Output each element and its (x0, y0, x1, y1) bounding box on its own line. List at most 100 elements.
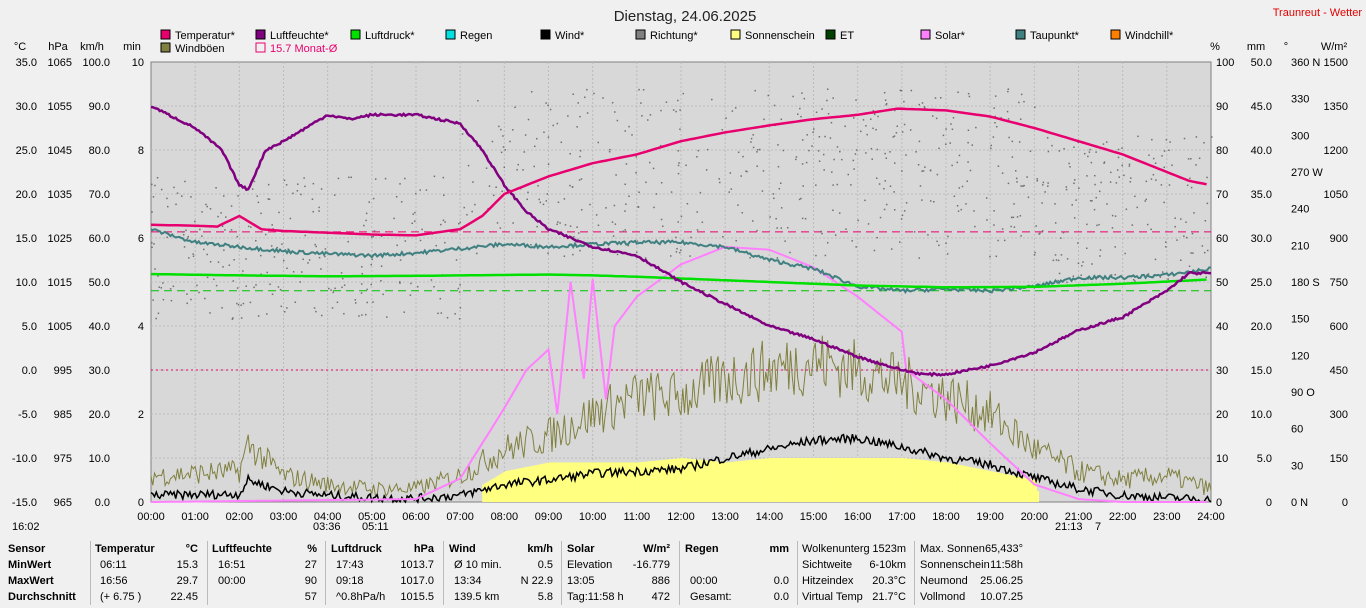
direction-point (1205, 276, 1208, 279)
direction-point (524, 134, 527, 136)
wm2-tick: 1500 (1324, 57, 1348, 69)
sunshine-bar (848, 458, 852, 502)
direction-point (366, 301, 369, 304)
sunshine-bar (881, 458, 885, 502)
direction-point (631, 134, 633, 136)
direction-point (399, 282, 401, 284)
direction-point (780, 227, 783, 229)
legend-label: Luftdruck* (365, 30, 415, 42)
direction-point (1065, 188, 1068, 191)
direction-point (350, 176, 352, 179)
sunshine-bar (791, 458, 794, 502)
sunshine-bar (835, 458, 839, 502)
sunshine-bar (1027, 478, 1031, 502)
direction-point (919, 185, 922, 187)
direction-point (190, 196, 192, 198)
sunshine-bar (734, 461, 737, 502)
stats-header-temp: Temperatur (95, 543, 155, 555)
direction-point (1190, 186, 1193, 189)
direction-point (628, 195, 630, 197)
legend-label: ET (840, 30, 854, 42)
direction-point (364, 313, 367, 316)
direction-point (1020, 235, 1022, 237)
direction-point (1087, 278, 1089, 280)
direction-point (1012, 216, 1015, 219)
wm2-tick: 1200 (1324, 145, 1348, 157)
direction-point (1130, 177, 1132, 179)
direction-point (1124, 252, 1126, 255)
sunshine-bar (528, 466, 532, 502)
direction-point (946, 253, 949, 255)
direction-point (832, 184, 834, 186)
direction-point (811, 145, 813, 147)
right-unit-label: W/m² (1321, 41, 1348, 53)
direction-point (957, 210, 960, 212)
direction-point (151, 246, 153, 249)
sunshine-bar (577, 462, 580, 502)
direction-point (1007, 182, 1010, 185)
direction-point (777, 144, 779, 146)
direction-point (285, 184, 288, 186)
sunshine-bar (524, 467, 527, 502)
legend-swatch (160, 29, 171, 40)
direction-point (675, 110, 677, 113)
direction-point (545, 200, 548, 202)
deg-tick: 300 (1291, 130, 1309, 142)
sunshine-bar (928, 460, 931, 502)
direction-point (718, 178, 720, 180)
sunshine-bar (616, 462, 620, 502)
direction-point (242, 302, 245, 305)
direction-point (636, 251, 638, 254)
direction-point (806, 134, 808, 136)
direction-point (341, 277, 344, 280)
sunshine-bar (572, 462, 576, 502)
direction-point (157, 275, 159, 277)
direction-point (1034, 106, 1036, 109)
direction-point (242, 270, 244, 272)
direction-point (1154, 162, 1157, 164)
direction-point (198, 291, 200, 294)
direction-point (458, 291, 461, 293)
legend-swatch (1110, 29, 1121, 40)
direction-point (885, 157, 888, 159)
direction-point (336, 301, 339, 304)
direction-point (967, 161, 969, 163)
sunshine-bar (676, 458, 680, 502)
direction-point (231, 318, 234, 320)
direction-point (1077, 242, 1079, 244)
direction-point (498, 125, 500, 128)
stats-row-label: Durchschnitt (8, 591, 76, 603)
sunshine-bar (961, 465, 964, 502)
sunshine-bar (820, 458, 823, 502)
direction-point (320, 188, 323, 190)
pct-tick: 50 (1216, 277, 1228, 289)
direction-point (398, 281, 401, 283)
direction-point (1102, 143, 1105, 145)
direction-point (1134, 195, 1136, 198)
direction-point (170, 299, 173, 302)
direction-point (215, 284, 218, 287)
direction-point (773, 104, 776, 107)
sunshine-bar (1036, 491, 1040, 502)
direction-point (853, 117, 855, 119)
direction-point (780, 207, 783, 209)
min-tick: 10 (132, 57, 144, 69)
direction-point (852, 159, 855, 162)
stats-rain-value: 0.0 (773, 575, 789, 587)
sunshine-bar (811, 458, 814, 502)
direction-point (221, 225, 224, 227)
direction-point (883, 187, 885, 190)
stats-wind-label: 13:34 (454, 575, 482, 587)
stats-divider (443, 541, 444, 605)
direction-point (286, 307, 288, 309)
direction-point (752, 146, 755, 149)
x-tick: 20:00 (1021, 511, 1049, 523)
direction-point (474, 203, 476, 206)
stats-rain-label: 00:00 (690, 575, 718, 587)
direction-point (222, 266, 224, 268)
direction-point (1128, 165, 1131, 167)
sunshine-bar (612, 462, 616, 502)
direction-point (737, 151, 740, 154)
direction-point (249, 301, 252, 304)
direction-point (832, 209, 834, 212)
